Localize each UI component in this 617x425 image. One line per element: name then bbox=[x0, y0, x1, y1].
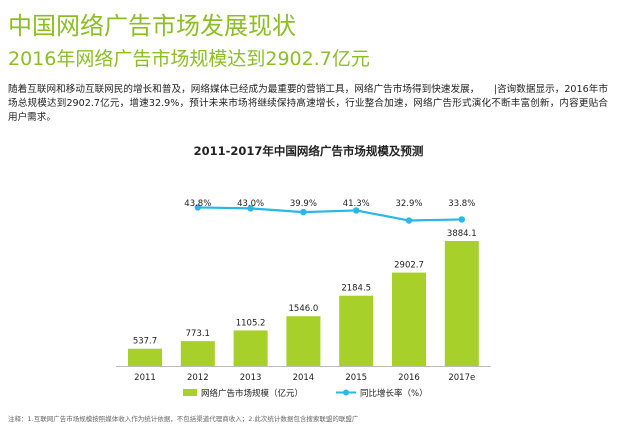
bar-value-label: 773.1 bbox=[186, 329, 210, 339]
x-tick-label: 2015 bbox=[345, 373, 367, 383]
footnote: 注释：1.互联网广告市场规模按照媒体收入作为统计依据，不包括渠道代理商收入；2.… bbox=[8, 415, 359, 423]
bar-2016 bbox=[392, 272, 426, 366]
growth-rate-label: 32.9% bbox=[395, 199, 422, 209]
x-tick-label: 2012 bbox=[187, 373, 209, 383]
bar-value-label: 537.7 bbox=[133, 337, 157, 347]
bar-value-label: 1105.2 bbox=[236, 318, 266, 328]
bar-2011 bbox=[128, 348, 162, 366]
bar-2014 bbox=[286, 316, 321, 366]
growth-rate-label: 43.0% bbox=[237, 199, 264, 209]
bar-value-label: 2184.5 bbox=[341, 284, 371, 294]
chart-title: 2011-2017年中国网络广告市场规模及预测 bbox=[193, 144, 424, 158]
x-tick-label: 2017e bbox=[448, 373, 475, 383]
growth-rate-label: 33.8% bbox=[448, 199, 475, 209]
growth-rate-point-2015 bbox=[353, 207, 360, 214]
growth-rate-point-2014 bbox=[300, 208, 307, 216]
bar-2013 bbox=[233, 330, 268, 366]
bar-value-label: 1546.0 bbox=[289, 304, 319, 314]
legend-bar-swatch bbox=[183, 389, 197, 396]
bar-2017e bbox=[444, 241, 479, 366]
bar-2012 bbox=[180, 341, 215, 366]
legend-line-label: 同比增长率（%） bbox=[360, 388, 428, 399]
x-tick-label: 2016 bbox=[398, 373, 420, 383]
x-tick-label: 2011 bbox=[134, 373, 156, 383]
growth-rate-label: 41.3% bbox=[343, 199, 370, 209]
growth-rate-point-2017e bbox=[458, 216, 465, 223]
growth-rate-point-2012 bbox=[194, 204, 201, 211]
x-tick-label: 2014 bbox=[293, 373, 315, 383]
page-subtitle: 2016年网络广告市场规模达到2902.7亿元 bbox=[8, 48, 370, 70]
bar-value-label: 3884.1 bbox=[447, 229, 477, 239]
bar-value-label: 2902.7 bbox=[394, 261, 424, 271]
page-title: 中国网络广告市场发展现状 bbox=[8, 12, 296, 40]
growth-rate-label: 39.9% bbox=[290, 199, 317, 209]
legend-line-marker bbox=[343, 389, 349, 396]
intro-paragraph: 随着互联网和移动互联网民的增长和普及，网络媒体已经成为最重要的营销工具，网络广告… bbox=[8, 84, 608, 123]
growth-rate-label: 43.8% bbox=[184, 199, 211, 209]
growth-rate-line bbox=[197, 206, 462, 222]
growth-rate-point-2013 bbox=[247, 205, 254, 212]
bar-2015 bbox=[339, 295, 374, 366]
growth-rate-point-2016 bbox=[405, 217, 413, 224]
legend-bar-label: 网络广告市场规模（亿元） bbox=[201, 388, 303, 399]
x-tick-label: 2013 bbox=[240, 373, 262, 383]
